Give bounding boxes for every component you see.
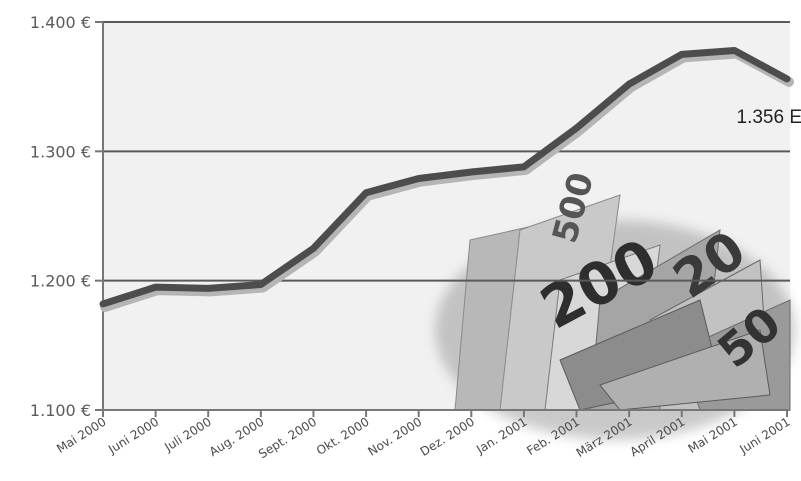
x-tick-label: Jan. 2001 xyxy=(473,415,529,457)
x-tick-label: Dez. 2000 xyxy=(418,415,477,459)
series-line xyxy=(99,46,791,308)
data-point xyxy=(205,285,211,291)
x-tick-label: Juli 2000 xyxy=(161,415,214,455)
x-tick-label: Juni 2001 xyxy=(736,415,792,457)
last-value-label: 1.356 E xyxy=(737,107,801,128)
data-point xyxy=(468,169,474,175)
x-tick-label: Nov. 2000 xyxy=(365,415,424,459)
y-tick-label: 1.300 € xyxy=(30,142,91,161)
x-tick-label: Juni 2000 xyxy=(105,415,161,457)
data-point xyxy=(521,164,527,170)
data-point xyxy=(784,76,790,82)
data-point xyxy=(731,47,737,53)
y-tick-label: 1.100 € xyxy=(30,401,91,420)
x-tick-label: Mai 2000 xyxy=(54,415,108,456)
data-point xyxy=(416,175,422,181)
x-tick-label: Sept. 2000 xyxy=(256,415,319,462)
gridlines xyxy=(103,21,790,282)
euro-banknotes-image: 200 20 500 50 xyxy=(435,168,795,440)
data-point xyxy=(100,301,106,307)
data-point xyxy=(626,81,632,87)
y-tick-label: 1.200 € xyxy=(30,272,91,291)
y-axis: 1.100 € 1.200 € 1.300 € 1.400 € xyxy=(30,13,104,420)
data-point xyxy=(310,245,316,251)
annotation-layer: 1.356 E xyxy=(737,107,801,128)
data-point xyxy=(679,51,685,57)
data-point xyxy=(258,282,264,288)
data-point xyxy=(363,190,369,196)
x-tick-label: Okt. 2000 xyxy=(314,415,372,458)
y-tick-label: 1.400 € xyxy=(30,13,91,32)
series-layer xyxy=(99,46,794,312)
data-point xyxy=(153,284,159,290)
data-point xyxy=(574,125,580,131)
